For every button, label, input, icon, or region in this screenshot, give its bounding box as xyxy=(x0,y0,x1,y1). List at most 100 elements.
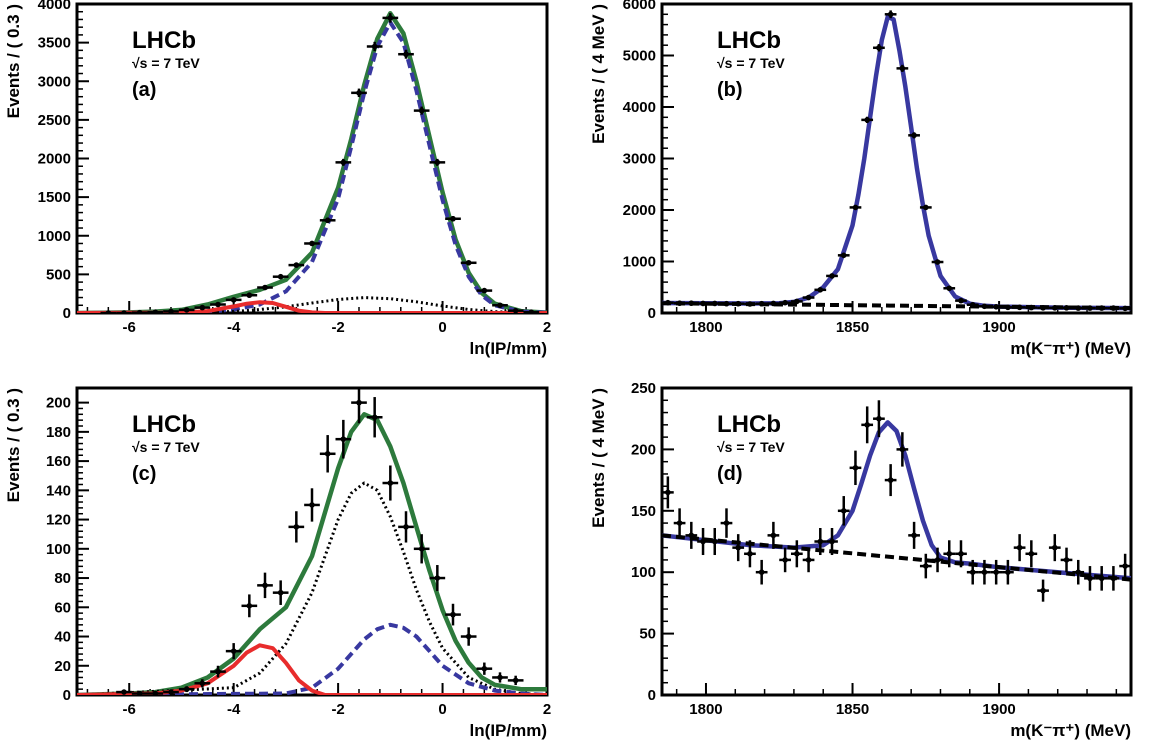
data-point-b xyxy=(931,259,944,265)
y-axis-label-c: Events / ( 0.3 ) xyxy=(4,388,23,502)
x-axis-label-d: m(K⁻π⁺) (MeV) xyxy=(1010,721,1131,740)
data-point-a xyxy=(178,307,195,313)
data-point-d xyxy=(697,527,709,556)
data-point-d xyxy=(755,559,768,585)
data-point-a xyxy=(163,308,179,313)
data-point-b xyxy=(943,285,956,292)
data-point-c xyxy=(507,675,524,686)
data-point-b xyxy=(873,44,885,52)
x-tick-label-c: 0 xyxy=(438,701,446,718)
y-tick-label-a: 2500 xyxy=(38,112,71,129)
fit-curve-solid-a-3 xyxy=(77,300,547,313)
data-point-b xyxy=(919,204,932,211)
data-point-d xyxy=(814,527,827,556)
data-point-d xyxy=(1037,579,1049,602)
data-point-b xyxy=(1119,305,1131,312)
x-tick-label-d: 1900 xyxy=(982,701,1015,718)
experiment-label-b: LHCb xyxy=(717,27,781,54)
y-tick-label-c: 160 xyxy=(46,453,71,470)
data-point-c xyxy=(445,603,461,626)
data-point-d xyxy=(1025,540,1038,568)
y-tick-label-d: 200 xyxy=(631,441,656,458)
data-point-b xyxy=(790,298,803,305)
data-point-c xyxy=(429,565,446,592)
panel-c: 0 20 40 60 80 100 120 140 160 180 200 -6 -4 -2 0 2 ln(IP… xyxy=(4,386,551,740)
data-point-c xyxy=(241,594,258,618)
data-point-a xyxy=(398,49,414,59)
data-point-d xyxy=(1013,534,1026,562)
y-tick-label-c: 80 xyxy=(54,570,71,587)
y-tick-label-b: 5000 xyxy=(623,48,656,65)
data-point-d xyxy=(744,540,756,568)
energy-label-c: √s = 7 TeV xyxy=(132,439,200,455)
data-point-a xyxy=(445,215,461,222)
x-tick-label-a: 0 xyxy=(438,319,446,336)
data-point-d xyxy=(990,559,1003,585)
y-tick-label-a: 4000 xyxy=(38,0,71,13)
data-point-a xyxy=(225,297,242,303)
data-point-a xyxy=(241,292,258,299)
data-point-a xyxy=(351,88,367,98)
energy-label-b: √s = 7 TeV xyxy=(717,55,785,71)
x-tick-label-c: 2 xyxy=(543,701,551,718)
data-point-a xyxy=(131,309,148,313)
x-tick-label-d: 1850 xyxy=(836,701,869,718)
y-tick-label-d: 150 xyxy=(631,503,656,520)
data-point-b xyxy=(990,304,1003,310)
data-point-d xyxy=(861,406,874,444)
data-point-b xyxy=(861,116,874,124)
data-point-a xyxy=(304,240,320,247)
data-point-d xyxy=(732,534,745,562)
data-point-b xyxy=(685,300,698,307)
panel-b: 0 1000 2000 3000 4000 5000 6000 1800 1850 1900 m(K… xyxy=(589,0,1133,358)
y-tick-label-a: 3000 xyxy=(38,73,71,90)
y-tick-label-d: 0 xyxy=(648,687,656,704)
data-point-b xyxy=(978,303,991,310)
data-point-d xyxy=(884,464,897,497)
data-point-b xyxy=(966,301,979,308)
y-tick-label-d: 250 xyxy=(631,380,656,397)
data-point-b xyxy=(767,300,780,307)
y-tick-label-a: 2000 xyxy=(38,151,71,168)
data-point-a xyxy=(335,158,352,166)
data-point-a xyxy=(257,284,273,291)
data-point-d xyxy=(837,496,850,526)
data-point-d xyxy=(1002,559,1014,585)
data-point-d xyxy=(849,450,862,486)
data-point-d xyxy=(673,508,686,538)
data-point-b xyxy=(744,301,756,307)
y-tick-label-c: 60 xyxy=(54,599,71,616)
data-point-b xyxy=(826,273,838,279)
data-point-b xyxy=(1025,304,1038,311)
data-point-d xyxy=(919,553,932,579)
data-point-c xyxy=(116,689,132,695)
y-tick-label-b: 6000 xyxy=(623,0,656,13)
x-axis-label-c: ln(IP/mm) xyxy=(470,721,547,740)
y-tick-label-d: 100 xyxy=(631,564,656,581)
x-axis-label-a: ln(IP/mm) xyxy=(470,339,547,358)
data-point-a xyxy=(460,259,477,266)
fit-curve-dotted-c-1 xyxy=(77,481,547,695)
data-point-d xyxy=(943,540,956,568)
data-point-d xyxy=(662,476,674,509)
panel-label-b: (b) xyxy=(717,79,743,101)
y-tick-label-a: 500 xyxy=(46,266,71,283)
x-axis-label-b: m(K⁻π⁺) (MeV) xyxy=(1010,339,1131,358)
data-point-b xyxy=(802,294,815,301)
data-point-a xyxy=(288,262,305,268)
data-point-a xyxy=(272,273,289,280)
data-point-c xyxy=(304,488,320,522)
data-point-d xyxy=(978,559,991,585)
data-point-d xyxy=(873,400,885,438)
y-tick-label-b: 0 xyxy=(648,305,656,322)
data-point-c xyxy=(178,686,195,693)
x-tick-label-b: 1900 xyxy=(982,319,1015,336)
data-point-a xyxy=(210,301,226,308)
experiment-label-a: LHCb xyxy=(132,27,196,54)
x-tick-label-a: -2 xyxy=(331,319,344,336)
data-point-c xyxy=(492,672,508,683)
data-point-d xyxy=(1095,566,1108,591)
data-point-d xyxy=(955,540,967,568)
data-point-c xyxy=(163,689,179,695)
data-point-d xyxy=(931,547,944,573)
